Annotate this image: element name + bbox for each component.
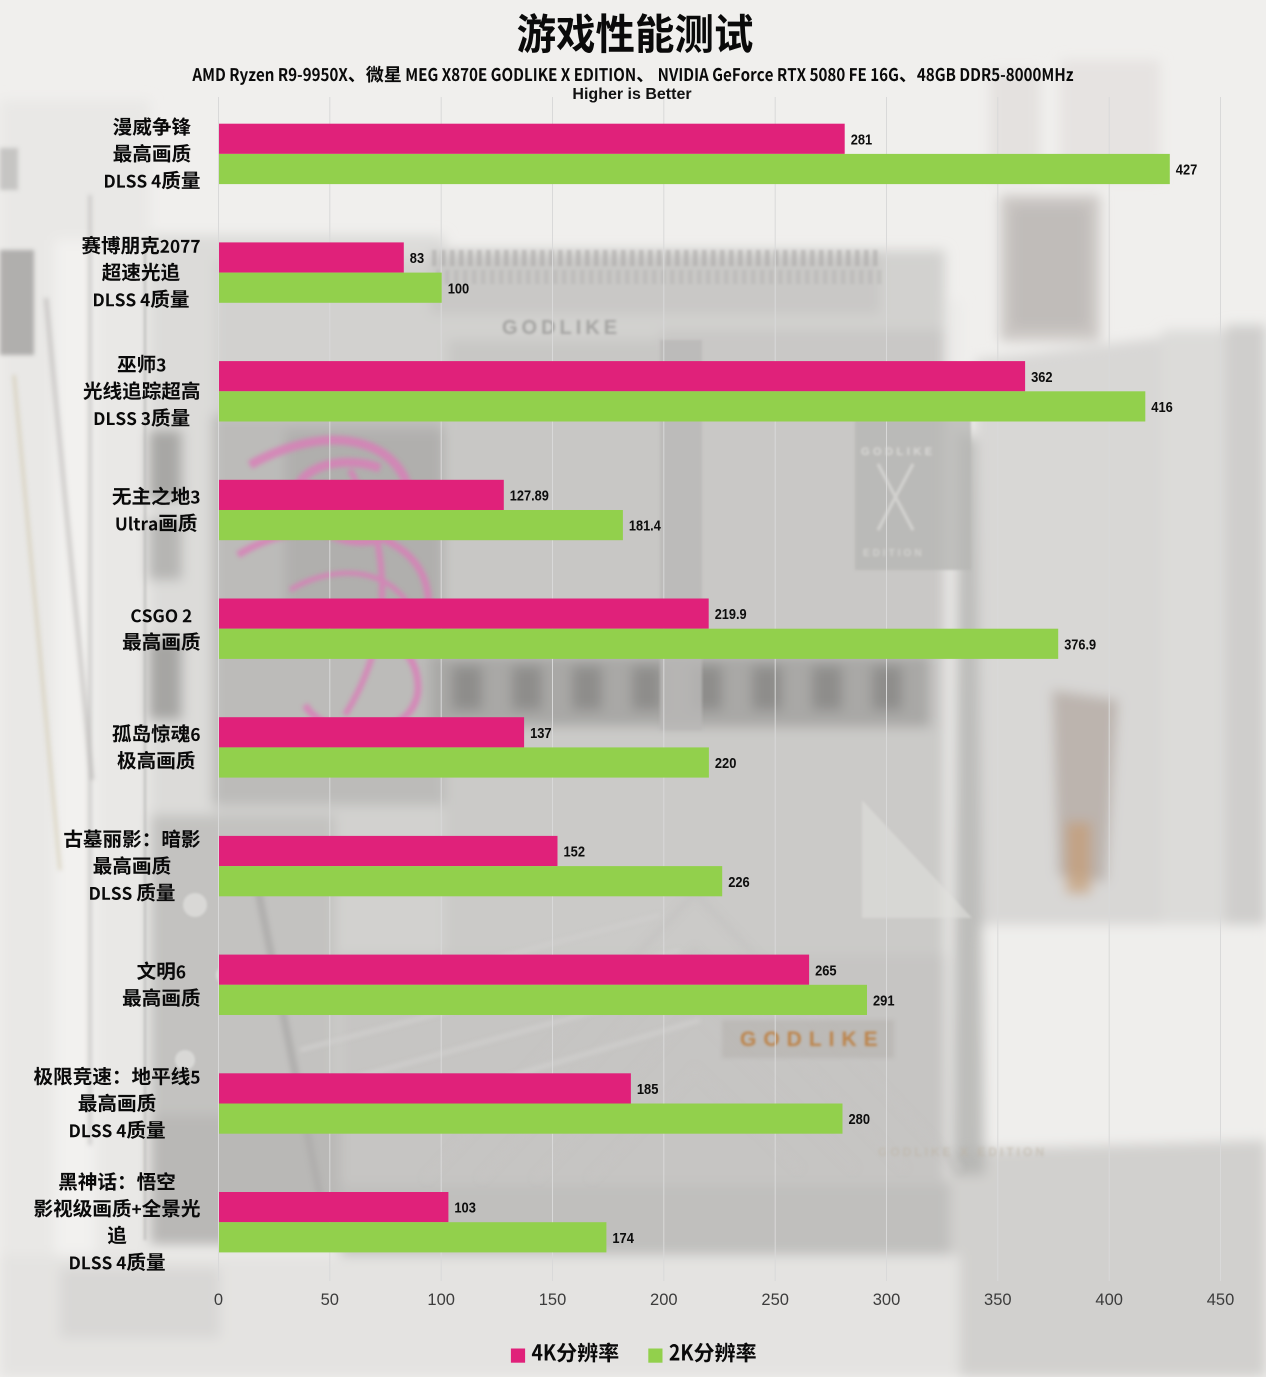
svg-text:362: 362 [1031, 369, 1053, 386]
svg-text:100: 100 [448, 280, 470, 297]
svg-text:EDITION: EDITION [863, 548, 925, 559]
svg-text:376.9: 376.9 [1064, 636, 1096, 653]
svg-text:291: 291 [873, 993, 895, 1010]
svg-text:281: 281 [851, 131, 873, 148]
svg-text:103: 103 [454, 1200, 476, 1217]
svg-text:127.89: 127.89 [510, 488, 549, 505]
svg-text:280: 280 [849, 1111, 871, 1128]
svg-text:GODLIKE: GODLIKE [502, 317, 621, 339]
svg-text:265: 265 [815, 962, 837, 979]
svg-text:427: 427 [1176, 162, 1198, 179]
svg-text:0: 0 [214, 1291, 223, 1309]
svg-text:137: 137 [530, 725, 552, 742]
svg-text:220: 220 [715, 755, 737, 772]
svg-text:GODLIKE: GODLIKE [861, 446, 936, 458]
svg-text:Higher is Better: Higher is Better [572, 86, 691, 103]
svg-text:450: 450 [1207, 1291, 1235, 1309]
svg-text:152: 152 [564, 844, 586, 861]
svg-text:185: 185 [637, 1081, 659, 1098]
svg-text:300: 300 [873, 1291, 901, 1309]
svg-text:100: 100 [427, 1291, 455, 1309]
svg-text:150: 150 [539, 1291, 567, 1309]
svg-text:GODLIKE: GODLIKE [740, 1028, 885, 1051]
svg-text:226: 226 [728, 874, 750, 891]
svg-text:219.9: 219.9 [715, 606, 747, 623]
svg-text:83: 83 [410, 250, 424, 267]
svg-text:200: 200 [650, 1291, 678, 1309]
svg-text:181.4: 181.4 [629, 518, 661, 535]
svg-text:350: 350 [984, 1291, 1012, 1309]
svg-text:GODLIKE X EDITION: GODLIKE X EDITION [878, 1145, 1047, 1159]
svg-text:174: 174 [612, 1230, 634, 1247]
svg-text:50: 50 [321, 1291, 339, 1309]
svg-text:400: 400 [1095, 1291, 1123, 1309]
svg-text:250: 250 [761, 1291, 789, 1309]
svg-text:416: 416 [1151, 399, 1173, 416]
